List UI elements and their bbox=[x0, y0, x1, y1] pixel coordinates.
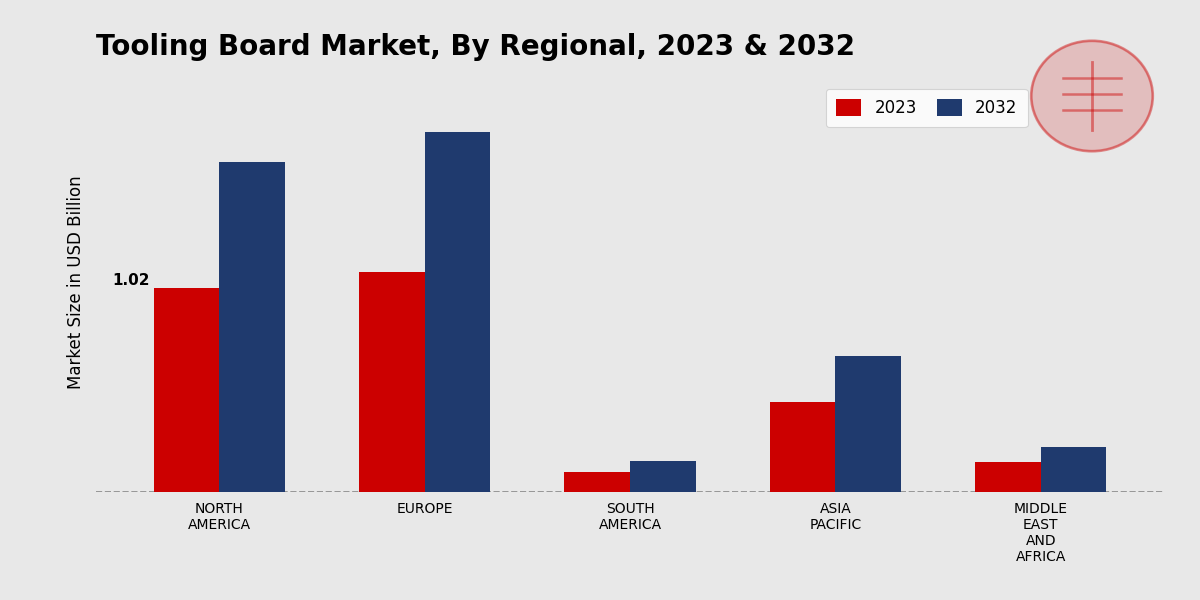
Text: 1.02: 1.02 bbox=[113, 273, 150, 288]
Text: Tooling Board Market, By Regional, 2023 & 2032: Tooling Board Market, By Regional, 2023 … bbox=[96, 34, 854, 61]
Bar bbox=[630, 461, 696, 492]
Y-axis label: Market Size in USD Billion: Market Size in USD Billion bbox=[67, 175, 85, 389]
Bar bbox=[154, 288, 220, 492]
Bar bbox=[835, 356, 901, 492]
Circle shape bbox=[1031, 41, 1153, 151]
Bar bbox=[220, 162, 284, 492]
Bar bbox=[1040, 447, 1106, 492]
Legend: 2023, 2032: 2023, 2032 bbox=[826, 89, 1027, 127]
Bar bbox=[564, 472, 630, 492]
Bar bbox=[359, 272, 425, 492]
Bar bbox=[769, 402, 835, 492]
Bar bbox=[976, 462, 1040, 492]
Bar bbox=[425, 132, 491, 492]
